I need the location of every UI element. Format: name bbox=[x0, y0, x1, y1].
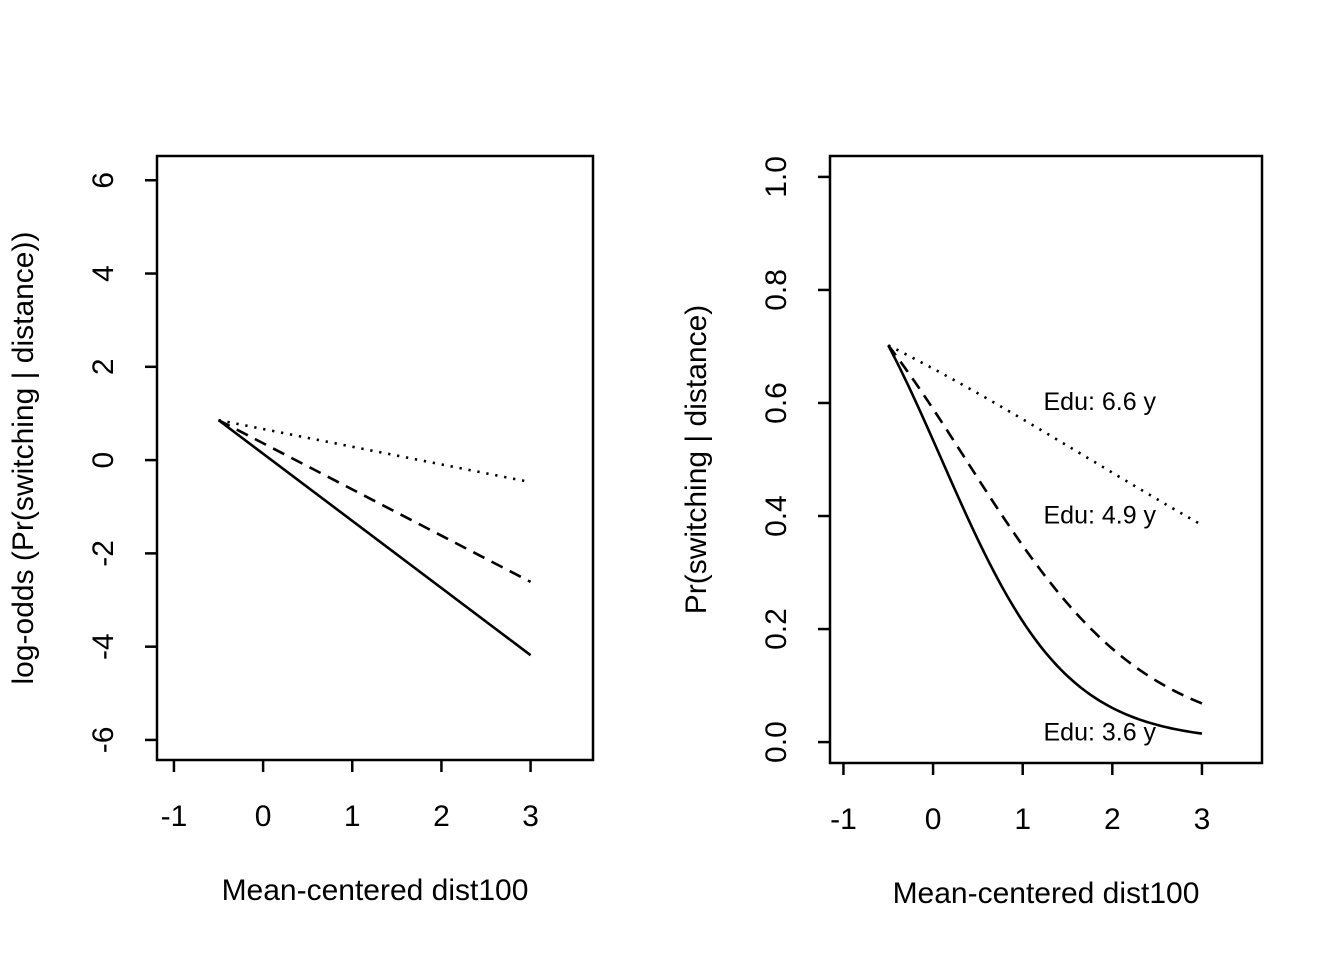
y-axis-tick-label: 0.2 bbox=[760, 608, 793, 650]
annotation-label: Edu: 6.6 y bbox=[1043, 388, 1156, 416]
series-line-dotted bbox=[887, 344, 1203, 527]
x-axis-tick-label: 0 bbox=[925, 803, 942, 836]
y-axis-tick-label: 0.8 bbox=[760, 269, 793, 311]
x-axis-tick-label: 3 bbox=[522, 800, 539, 833]
y-axis-tick-label: 0.0 bbox=[760, 721, 793, 763]
panel-right: -1 0 1 2 3 0.0 0.2 0.4 0.6 0.8 1.0 Mean-centered di… bbox=[680, 154, 1264, 910]
y-axis-tick-label: -6 bbox=[87, 727, 120, 754]
annotation-label: Edu: 3.6 y bbox=[1043, 719, 1156, 747]
series-line-dotted bbox=[218, 418, 531, 484]
x-axis-title: Mean-centered dist100 bbox=[222, 874, 529, 907]
series-line-solid bbox=[217, 419, 532, 657]
x-axis-title: Mean-centered dist100 bbox=[893, 877, 1200, 910]
x-axis-tick-label: -1 bbox=[830, 803, 857, 836]
x-axis-tick-label: 1 bbox=[344, 800, 361, 833]
y-axis-tick-label: -2 bbox=[87, 540, 120, 567]
y-axis-tick-label: 6 bbox=[87, 172, 120, 189]
y-axis-tick-label: 0 bbox=[87, 452, 120, 469]
plot-box bbox=[155, 154, 595, 762]
y-axis-tick-label: 4 bbox=[87, 265, 120, 282]
y-axis-title: log-odds (Pr(switching | distance)) bbox=[7, 232, 40, 685]
y-axis-tick-label: 1.0 bbox=[760, 156, 793, 198]
y-axis-tick-label: -4 bbox=[87, 633, 120, 660]
x-axis-tick-label: 0 bbox=[255, 800, 272, 833]
y-axis-title: Pr(switching | distance) bbox=[680, 305, 713, 615]
x-axis-tick-label: 2 bbox=[433, 800, 450, 833]
panel-left: -1 0 1 2 3 -6 -4 -2 0 2 4 6 Mean-centered dist100 log… bbox=[7, 154, 595, 907]
x-axis-tick-label: -1 bbox=[161, 800, 188, 833]
annotation-label: Edu: 4.9 y bbox=[1043, 502, 1156, 530]
y-axis-tick-label: 0.4 bbox=[760, 495, 793, 537]
y-axis-tick-label: 2 bbox=[87, 358, 120, 375]
plot-box bbox=[828, 154, 1264, 765]
x-axis-tick-label: 3 bbox=[1194, 803, 1211, 836]
series-line-solid bbox=[887, 344, 1203, 735]
series-line-dashed bbox=[887, 344, 1203, 705]
x-axis-tick-label: 2 bbox=[1104, 803, 1121, 836]
y-axis-tick-label: 0.6 bbox=[760, 382, 793, 424]
series-line-dashed bbox=[217, 418, 532, 584]
x-axis-tick-label: 1 bbox=[1014, 803, 1031, 836]
